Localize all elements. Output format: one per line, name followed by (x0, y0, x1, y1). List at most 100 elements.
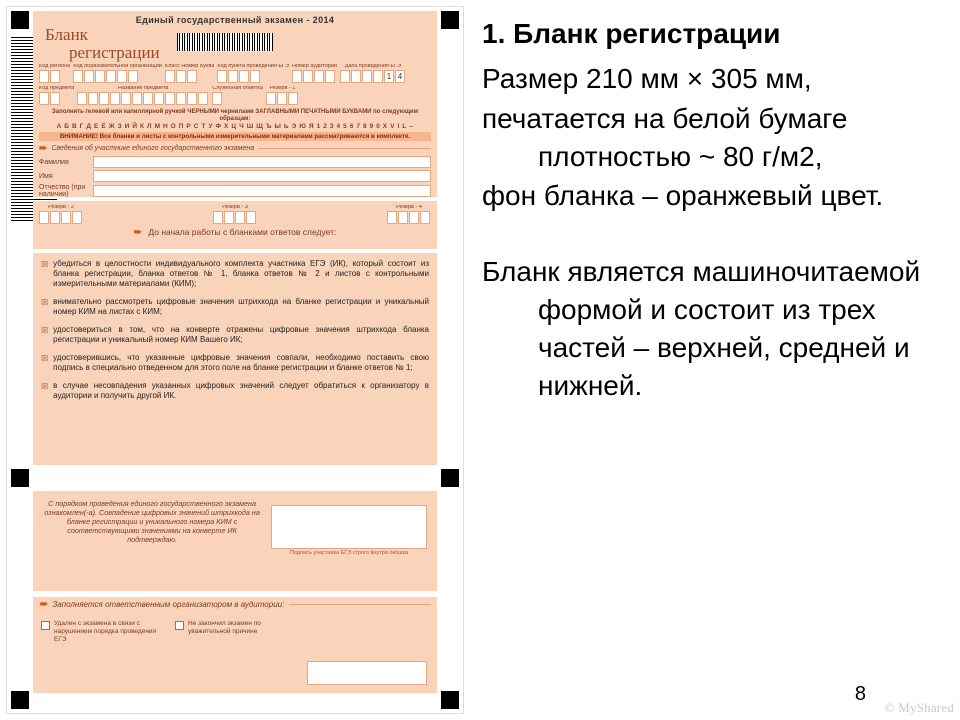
input-cell (165, 70, 175, 83)
input-cell (212, 92, 222, 105)
form-mid-block: Резерв - 2Резерв - 3Резерв - 4 ➨ До нача… (33, 201, 437, 249)
input-cell: 4 (395, 70, 405, 83)
check-icon: ☒ (41, 298, 48, 317)
input-cell (398, 211, 408, 224)
form-field: Резерв - 1 (266, 86, 299, 105)
watermark: © MyShared (885, 700, 954, 716)
input-cell (351, 70, 361, 83)
signature-box (271, 505, 427, 549)
input-cell (198, 92, 208, 105)
instruction-item: ☒убедиться в целостности индивидуального… (41, 259, 429, 289)
input-cell (277, 92, 287, 105)
input-cell (224, 211, 234, 224)
marker-icon (441, 11, 459, 29)
input-cell (373, 70, 383, 83)
form-field: Дата проведения ЕГЭ14 (340, 64, 406, 83)
input-cell (325, 70, 335, 83)
marker-icon (11, 469, 29, 487)
input-cell (72, 211, 82, 224)
form-field: Название предмета (77, 86, 209, 105)
form-field: Служебная отметка (212, 86, 263, 105)
input-cell (106, 70, 116, 83)
body-line: фон бланка – оранжевый цвет. (482, 177, 932, 215)
input-cell (235, 211, 245, 224)
input-cell (88, 92, 98, 105)
organizer-sign-box (307, 661, 427, 685)
input-cell (292, 70, 302, 83)
input-cell (84, 70, 94, 83)
text-column: 1. Бланк регистрации Размер 210 мм × 305… (470, 0, 960, 720)
reserve-field: Резерв - 2 (39, 205, 83, 224)
check-icon: ☒ (41, 382, 48, 401)
name-field: Имя (39, 170, 431, 182)
arrow-icon: ➨ (134, 227, 142, 238)
input-cell (61, 211, 71, 224)
input-cell (50, 70, 60, 83)
input-cell (250, 70, 260, 83)
body-line: Размер 210 мм × 305 мм, (482, 60, 932, 98)
input-cell (95, 70, 105, 83)
input-cell (409, 211, 419, 224)
marker-icon (11, 11, 29, 29)
input-cell (50, 211, 60, 224)
form-title: Единый государственный экзамен - 2014 (39, 15, 431, 25)
input-cell (117, 70, 127, 83)
check-icon: ☒ (41, 326, 48, 345)
form-field: Номер аудитории (292, 64, 337, 83)
input-cell (340, 70, 350, 83)
input-cell (387, 211, 397, 224)
alphabet-sample: А Б В Г Д Е Ё Ж З И Й К Л М Н О П Р С Т … (39, 123, 431, 130)
name-field: Фамилия (39, 156, 431, 168)
arrow-icon: ➨ (39, 143, 47, 154)
input-cell (228, 70, 238, 83)
input-cell (50, 92, 60, 105)
instruction-item: ☒удостовериться в том, что на конверте о… (41, 325, 429, 345)
input-cell (128, 70, 138, 83)
marker-icon (11, 691, 29, 709)
input-cell (165, 92, 175, 105)
body-line: Бланк является машиночитаемой формой и с… (482, 253, 932, 404)
instructions-title: ➨ До начала работы с бланками ответов сл… (33, 224, 437, 240)
signature-text: С порядком проведения единого государств… (43, 499, 261, 556)
heading: 1. Бланк регистрации (482, 18, 932, 50)
input-cell (39, 211, 49, 224)
form-field: Код пункта проведения ЕГЭ (217, 64, 289, 83)
input-cell (73, 70, 83, 83)
form-field: Код региона (39, 64, 70, 83)
input-cell (143, 92, 153, 105)
header-row-1: Код регионаКод образовательной организац… (39, 64, 431, 83)
input-cell (121, 92, 131, 105)
form-image-column: Единый государственный экзамен - 2014 Бл… (0, 0, 470, 720)
header-row-2: Код предметаНазвание предметаСлужебная о… (39, 86, 431, 105)
body-line (482, 217, 932, 251)
input-cell (303, 70, 313, 83)
section-header: ➨ Сведения об участнике единого государс… (39, 143, 431, 154)
input-cell (217, 70, 227, 83)
check-icon: ☒ (41, 260, 48, 289)
signature-block: С порядком проведения единого государств… (33, 491, 437, 591)
input-cell (314, 70, 324, 83)
instructions-block: ☒убедиться в целостности индивидуального… (33, 253, 437, 465)
input-cell (154, 92, 164, 105)
input-cell (266, 92, 276, 105)
form-header-block: Единый государственный экзамен - 2014 Бл… (33, 11, 437, 197)
arrow-icon: ➨ (39, 599, 47, 610)
input-cell (77, 92, 87, 105)
form-field: Класс Номер Буква (165, 64, 215, 83)
input-cell (39, 70, 49, 83)
barcode-icon (177, 33, 273, 51)
warning-strip: ВНИМАНИЕ! Все бланки и листы с контрольн… (39, 132, 431, 141)
input-cell: 1 (384, 70, 394, 83)
reserve-field: Резерв - 4 (387, 205, 431, 224)
input-cell (39, 92, 49, 105)
instruction-item: ☒в случае несовпадения указанных цифровы… (41, 381, 429, 401)
registration-form: Единый государственный экзамен - 2014 Бл… (6, 6, 464, 714)
marker-icon (441, 691, 459, 709)
organizer-block: ➨ Заполняется ответственным организаторо… (33, 597, 437, 693)
body-line: печатается на белой бумаге плотностью ~ … (482, 100, 932, 176)
name-field: Отчество (при наличии) (39, 184, 431, 198)
input-cell (246, 211, 256, 224)
input-cell (176, 92, 186, 105)
input-cell (132, 92, 142, 105)
input-cell (99, 92, 109, 105)
